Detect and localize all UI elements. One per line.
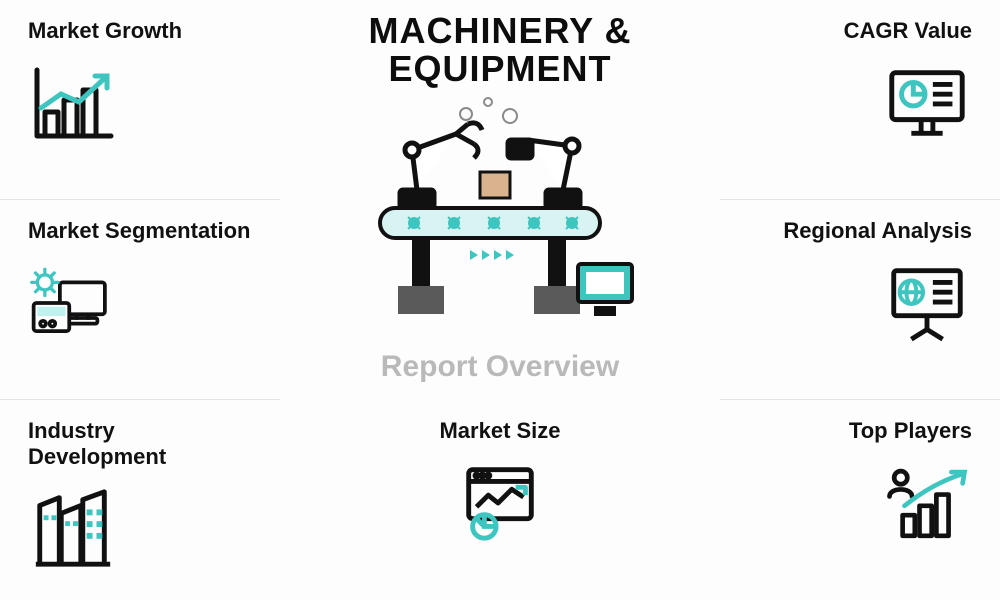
subtitle: Report Overview [381, 350, 619, 384]
machinery-illustration-icon [350, 94, 650, 344]
heading-market-segmentation: Market Segmentation [28, 218, 252, 244]
bar-trend-icon [28, 58, 118, 148]
heading-market-size: Market Size [439, 418, 560, 444]
left-column: Market Growth Market Segmentation [0, 0, 280, 600]
heading-top-players: Top Players [849, 418, 972, 444]
devices-gear-icon [28, 258, 118, 348]
heading-regional-analysis: Regional Analysis [783, 218, 972, 244]
center-hero: MACHINERY & EQUIPMENT [280, 0, 720, 420]
board-globe-icon [882, 258, 972, 348]
monitor-pie-icon [882, 58, 972, 148]
cell-market-size: Market Size [280, 400, 720, 600]
title-line1: MACHINERY & [368, 10, 631, 51]
heading-cagr-value: CAGR Value [844, 18, 972, 44]
cell-market-growth: Market Growth [0, 0, 280, 200]
title-line2: EQUIPMENT [388, 48, 611, 89]
buildings-icon [28, 484, 118, 574]
page-title: MACHINERY & EQUIPMENT [368, 12, 631, 88]
cell-market-segmentation: Market Segmentation [0, 200, 280, 400]
right-column: CAGR Value Regional Analysis [720, 0, 1000, 600]
person-bars-icon [882, 458, 972, 548]
cell-industry-development: Industry Development [0, 400, 280, 600]
cell-cagr-value: CAGR Value [720, 0, 1000, 200]
cell-regional-analysis: Regional Analysis [720, 200, 1000, 400]
cell-top-players: Top Players [720, 400, 1000, 600]
heading-industry-development: Industry Development [28, 418, 252, 470]
heading-market-growth: Market Growth [28, 18, 252, 44]
dashboard-pie-icon [455, 458, 545, 548]
